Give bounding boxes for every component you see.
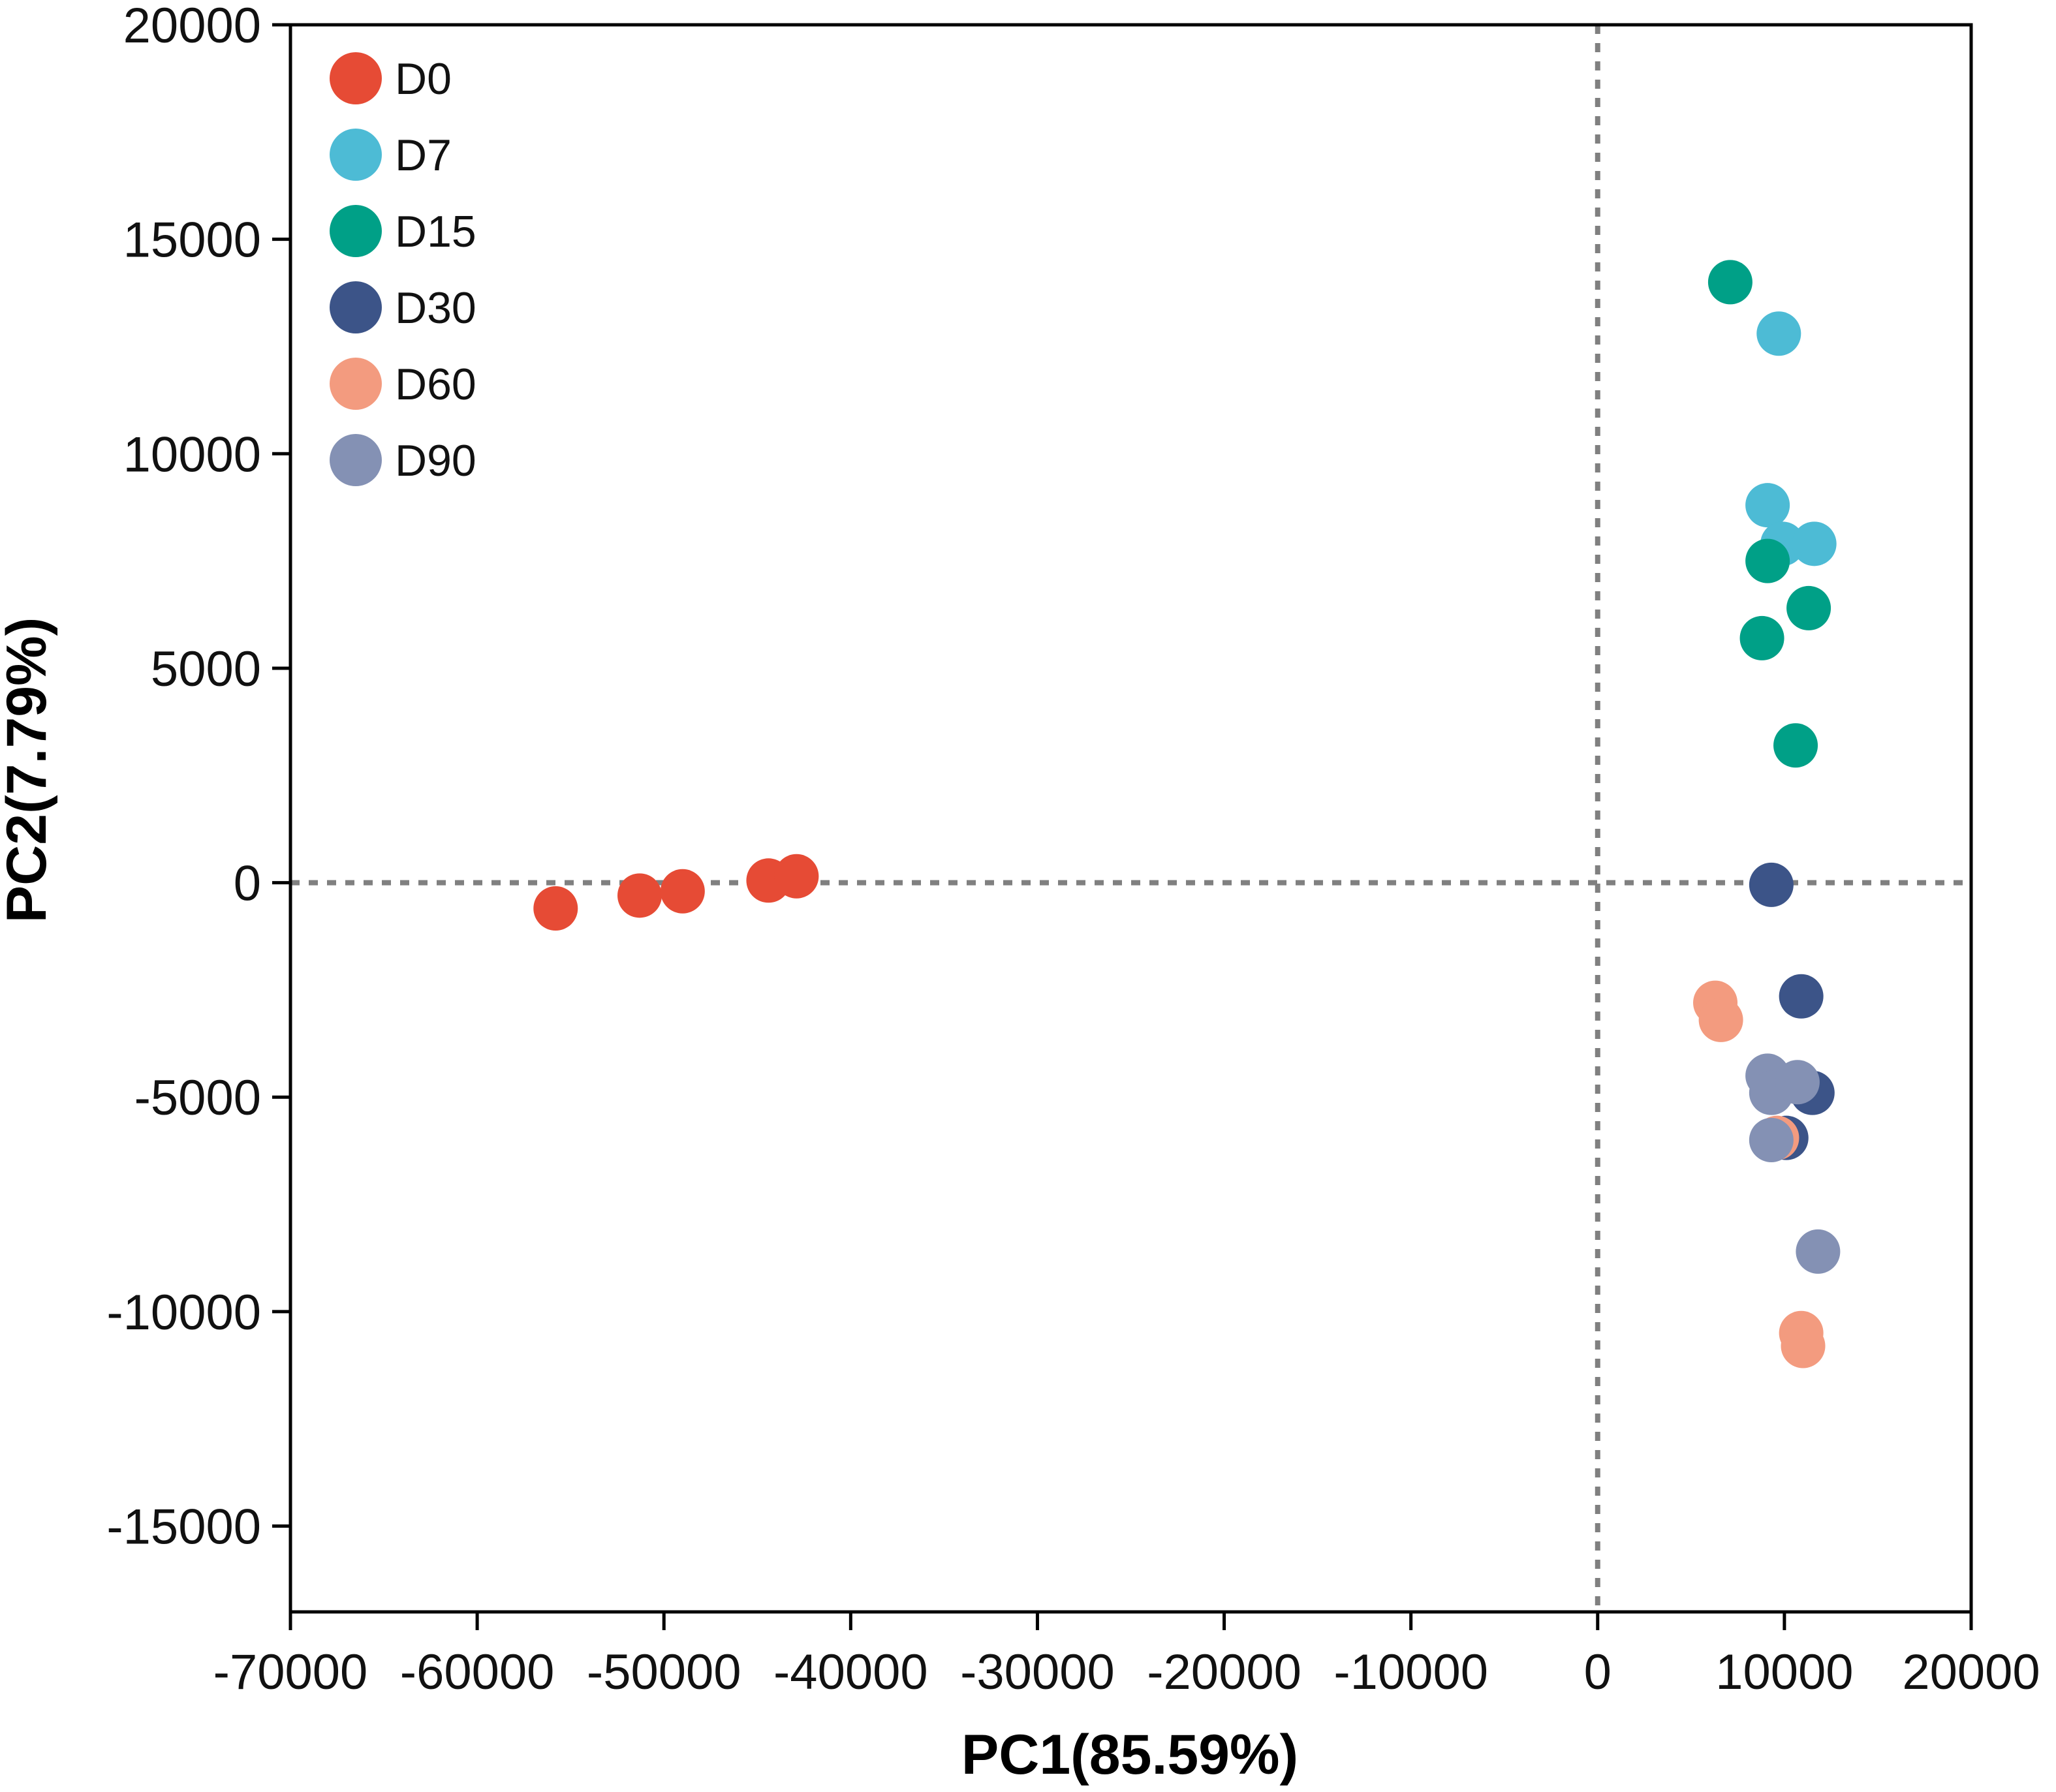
y-tick-label: 10000: [123, 427, 261, 482]
data-point-d0: [774, 854, 819, 899]
data-point-d90: [1749, 1117, 1794, 1162]
data-point-d0: [660, 869, 705, 914]
data-point-d30: [1749, 862, 1794, 907]
data-point-d30: [1779, 974, 1824, 1019]
y-axis-title: PC2(7.79%): [0, 617, 58, 923]
y-tick-label: 0: [234, 856, 261, 912]
series-d0: [533, 854, 819, 931]
x-tick-label: -50000: [587, 1645, 741, 1700]
data-point-d60: [1781, 1323, 1826, 1368]
legend-marker-d30: [330, 281, 382, 333]
x-tick-label: -10000: [1333, 1645, 1488, 1700]
y-tick-label: 5000: [151, 641, 261, 697]
y-axis-ticks: -15000 -10000 -5000 0 5000 10000 15000 20000: [106, 0, 290, 1555]
data-point-d7: [1745, 483, 1790, 528]
data-point-d15: [1739, 615, 1784, 660]
data-point-d0: [617, 873, 662, 918]
legend-label-d0: D0: [395, 54, 452, 104]
x-tick-label: 10000: [1715, 1645, 1853, 1700]
legend-label-d15: D15: [395, 207, 476, 256]
legend-marker-d90: [330, 434, 382, 486]
y-tick-label: 20000: [123, 0, 261, 54]
data-point-d7: [1792, 521, 1837, 566]
reference-lines: [290, 25, 1971, 1612]
data-point-d15: [1786, 585, 1831, 630]
x-tick-label: -20000: [1147, 1645, 1301, 1700]
legend-label-d60: D60: [395, 360, 476, 409]
x-tick-label: -70000: [213, 1645, 368, 1700]
series-d90: [1745, 1053, 1841, 1274]
x-tick-label: 0: [1584, 1645, 1612, 1700]
x-axis-ticks: -70000 -60000 -50000 -40000 -30000 -20000 -100…: [213, 1612, 2040, 1700]
x-tick-label: -60000: [400, 1645, 555, 1700]
data-point-d7: [1756, 311, 1801, 356]
legend-label-d30: D30: [395, 283, 476, 333]
x-tick-label: -40000: [773, 1645, 928, 1700]
data-points: [533, 260, 1841, 1368]
plot-frame: [288, 23, 1973, 1614]
data-point-d0: [533, 886, 578, 931]
data-point-d15: [1773, 723, 1818, 768]
x-axis-title: PC1(85.59%): [961, 1723, 1298, 1786]
x-tick-label: 20000: [1902, 1645, 2040, 1700]
legend-marker-d0: [330, 52, 382, 104]
data-point-d15: [1707, 260, 1752, 305]
data-point-d15: [1745, 538, 1790, 583]
x-tick-label: -30000: [960, 1645, 1115, 1700]
legend-marker-d15: [330, 205, 382, 257]
y-tick-label: -15000: [106, 1500, 261, 1555]
legend: D0 D7 D15 D30 D60 D90: [330, 52, 476, 486]
legend-label-d7: D7: [395, 131, 452, 180]
data-point-d90: [1796, 1229, 1841, 1274]
y-tick-label: -5000: [134, 1070, 261, 1126]
legend-marker-d60: [330, 358, 382, 410]
series-d15: [1707, 260, 1831, 768]
data-point-d60: [1698, 997, 1743, 1042]
y-tick-label: -10000: [106, 1285, 261, 1340]
legend-marker-d7: [330, 129, 382, 181]
legend-label-d90: D90: [395, 436, 476, 486]
data-point-d90: [1775, 1060, 1820, 1105]
y-tick-label: 15000: [123, 213, 261, 268]
